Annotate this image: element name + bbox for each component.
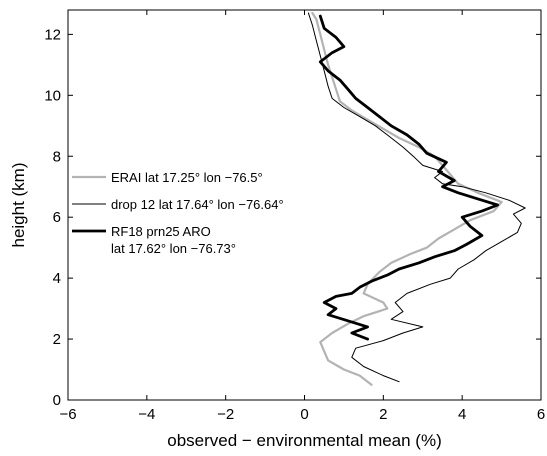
y-tick-label: 12 bbox=[44, 26, 61, 43]
y-axis: 0 2 4 6 8 10 12 bbox=[44, 26, 541, 409]
x-tick-label: −4 bbox=[138, 406, 155, 423]
y-tick-label: 8 bbox=[53, 148, 61, 165]
legend-label-2: drop 12 lat 17.64° lon −76.64° bbox=[111, 197, 284, 212]
plot-lines bbox=[307, 11, 526, 386]
x-tick-label: −2 bbox=[217, 406, 234, 423]
x-tick-label: −6 bbox=[59, 406, 76, 423]
x-tick-label: 6 bbox=[537, 406, 545, 423]
x-axis-label: observed − environmental mean (%) bbox=[167, 431, 442, 450]
x-tick-label: 4 bbox=[458, 406, 466, 423]
x-tick-label: 2 bbox=[379, 406, 387, 423]
legend-label-3: RF18 prn25 ARO lat 17.62° lon −76.73° bbox=[111, 224, 236, 256]
y-tick-label: 0 bbox=[53, 392, 61, 409]
series-line-1 bbox=[311, 11, 503, 386]
legend: ERAI lat 17.25° lon −76.5° drop 12 lat 17… bbox=[72, 170, 284, 256]
series-line-3 bbox=[318, 14, 499, 341]
y-tick-label: 10 bbox=[44, 87, 61, 104]
y-axis-label: height (km) bbox=[9, 162, 28, 247]
x-axis: −6 −4 −2 0 2 4 6 bbox=[59, 10, 545, 423]
x-tick-label: 0 bbox=[300, 406, 308, 423]
legend-label-1: ERAI lat 17.25° lon −76.5° bbox=[111, 170, 263, 185]
series-line-2 bbox=[307, 12, 526, 383]
y-tick-label: 2 bbox=[53, 331, 61, 348]
y-tick-label: 6 bbox=[53, 209, 61, 226]
y-tick-label: 4 bbox=[53, 270, 61, 287]
